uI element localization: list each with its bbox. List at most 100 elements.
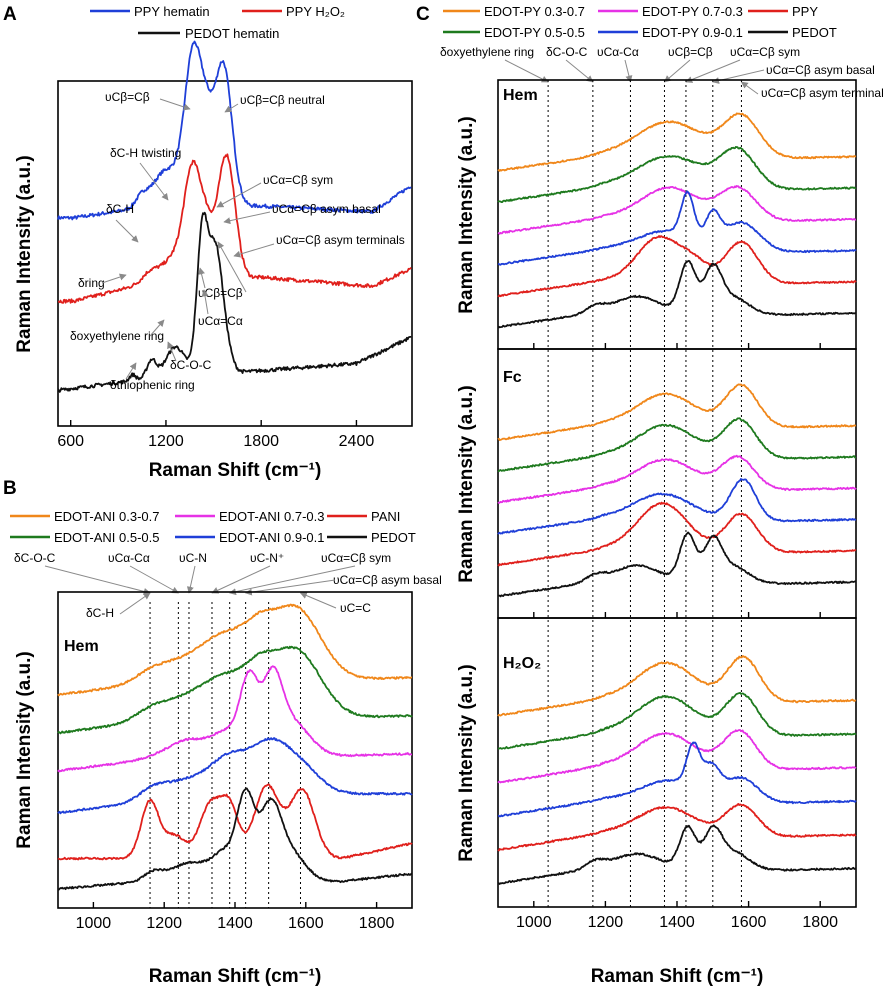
ann-arrow-b (186, 565, 196, 594)
legend-b-edot-ani-09: EDOT-ANI 0.9-0.1 (219, 530, 324, 545)
panel-b-annotations: δC-O-C υCα-Cα υC-N υC-N⁺ υCα=Cβ sym υCα=… (14, 551, 442, 620)
ann-b-cacb-asym-basal: υCα=Cβ asym basal (333, 573, 442, 587)
series-line-edot-ani-0-5-0-5 (57, 645, 413, 735)
panel-b-tick-label: 1400 (217, 915, 253, 932)
ann-b-cc: υC=C (340, 601, 371, 615)
series-line-pedot-fc (497, 531, 857, 598)
ann-a-coc: δC-O-C (170, 358, 212, 372)
ann-a-cacb-asym-terminals: υCα=Cβ asym terminals (276, 233, 405, 247)
panel-b-plot (57, 603, 413, 891)
legend-c-edot-py-05: EDOT-PY 0.5-0.5 (484, 25, 585, 40)
ann-a-cbcb: υCβ=Cβ (105, 90, 150, 104)
ann-a-cacb-sym: υCα=Cβ sym (263, 173, 333, 187)
ann-a-ch-twisting: δC-H twisting (110, 146, 181, 160)
series-line-ppy-h2o2 (497, 803, 857, 852)
panel-c-ylabel-hem: Raman Intensity (a.u.) (456, 116, 477, 313)
series-line-pani (57, 783, 413, 861)
series-line-pedot-hem (497, 259, 857, 329)
legend-ppy-h2o2: PPY H₂O₂ (286, 4, 345, 19)
series-line-ppy-hematin (57, 40, 412, 221)
legend-c-pedot: PEDOT (792, 25, 837, 40)
ann-b-caca: υCα-Cα (108, 551, 150, 565)
panel-b-sublabel: Hem (64, 638, 99, 655)
ann-c-cacb-asym-basal: υCα=Cβ asym basal (766, 63, 875, 77)
series-line-edot-py-0-7-0-3-fc (497, 454, 857, 504)
panel-c-plot (497, 112, 857, 885)
ann-arrow-b (129, 565, 179, 594)
series-line-edot-py-0-5-0-5-hem (497, 146, 857, 203)
panel-c-xticks: 1000 1200 1400 1600 1800 (516, 343, 838, 931)
series-line-edot-py-0-7-0-3-hem (497, 185, 857, 235)
panel-a-label: A (3, 4, 17, 25)
legend-b-pani: PANI (371, 509, 400, 524)
ann-a-ring: δring (78, 276, 105, 290)
ann-arrow-c (504, 59, 549, 83)
panel-b-tick-label: 1000 (76, 915, 112, 932)
ann-a-oxyethylene-ring: δoxyethylene ring (70, 329, 164, 343)
ann-arrow-b (119, 592, 151, 615)
panel-a-frame (57, 80, 413, 427)
panel-c-sublabel-fc: Fc (503, 369, 522, 386)
panel-b-tick-label: 1200 (146, 915, 182, 932)
panel-c-ylabel-h2o2: Raman Intensity (a.u.) (456, 664, 477, 861)
ann-c-coc: δC-O-C (546, 45, 588, 59)
series-line-edot-py-0-7-0-3-h2o2 (497, 729, 857, 784)
series-line-pedot (57, 787, 413, 891)
panel-a-tick-label: 600 (57, 433, 84, 450)
ann-a-cbcb-2: υCβ=Cβ (198, 286, 243, 300)
panel-c-ylabel-fc: Raman Intensity (a.u.) (456, 385, 477, 582)
panel-c-sublabel-hem: Hem (503, 87, 538, 104)
panel-a-tick-label: 2400 (339, 433, 375, 450)
panel-c-tick-label: 1800 (802, 914, 838, 931)
series-line-ppy-hem (497, 235, 857, 298)
ann-arrow-c (624, 59, 633, 83)
panel-b-xlabel: Raman Shift (cm⁻¹) (149, 966, 322, 987)
ann-b-ch: δC-H (86, 606, 114, 620)
series-line-pedot-h2o2 (497, 824, 857, 885)
panel-c-tick-label: 1600 (731, 914, 767, 931)
ann-arrow-b (244, 579, 336, 596)
panel-c-vlines (547, 80, 742, 907)
ann-b-cn: υC-N (179, 551, 207, 565)
panel-b-legend: EDOT-ANI 0.3-0.7 EDOT-ANI 0.7-0.3 PANI E… (10, 509, 416, 545)
series-line-edot-py-0-5-0-5-h2o2 (497, 691, 857, 750)
series-line-edot-ani-0-7-0-3 (57, 665, 413, 773)
panel-a-annotations: υCβ=Cβ υCβ=Cβ neutral δC-H twisting υCα=… (70, 90, 405, 392)
panel-b-tick-label: 1600 (288, 915, 324, 932)
legend-b-edot-ani-07: EDOT-ANI 0.7-0.3 (219, 509, 324, 524)
ann-c-cacb-sym: υCα=Cβ sym (730, 45, 800, 59)
panel-a-ylabel: Raman Intensity (a.u.) (14, 155, 35, 352)
legend-pedot-hematin: PEDOT hematin (185, 26, 279, 41)
ann-arrow-c (565, 59, 594, 83)
legend-c-edot-py-03: EDOT-PY 0.3-0.7 (484, 4, 585, 19)
series-line-edot-py-0-9-0-1-hem (497, 190, 857, 266)
ann-a-ch: δC-H (106, 202, 134, 216)
ann-b-cn-plus: υC-N⁺ (250, 551, 284, 565)
legend-c-edot-py-09: EDOT-PY 0.9-0.1 (642, 25, 743, 40)
panel-b-tick-label: 1800 (359, 915, 395, 932)
panel-a-xlabel: Raman Shift (cm⁻¹) (149, 460, 322, 481)
panel-a-tick-label: 1200 (148, 433, 184, 450)
legend-b-pedot: PEDOT (371, 530, 416, 545)
series-line-edot-py-0-9-0-1-h2o2 (497, 741, 857, 818)
ann-b-cacb-sym: υCα=Cβ sym (321, 551, 391, 565)
panel-c-tick-label: 1200 (588, 914, 624, 931)
panel-c-sublabel-h2o2: H₂O₂ (503, 655, 541, 672)
series-line-edot-ani-0-9-0-1 (57, 737, 413, 815)
panel-c-tick-label: 1400 (659, 914, 695, 931)
ann-a-thiophenic-ring: δthiophenic ring (110, 378, 195, 392)
panel-a-tick-label: 1800 (243, 433, 279, 450)
legend-b-edot-ani-03: EDOT-ANI 0.3-0.7 (54, 509, 159, 524)
series-line-pedot-hematin (57, 211, 412, 393)
ann-arrow-b (299, 592, 337, 609)
ann-arrow-b (229, 565, 356, 596)
ann-arrow-c (685, 59, 741, 83)
panel-c-xlabel: Raman Shift (cm⁻¹) (591, 966, 764, 987)
series-line-edot-py-0-3-0-7-h2o2 (497, 655, 857, 717)
panel-b-frame (57, 591, 413, 909)
panel-b-label: B (3, 478, 17, 499)
legend-b-edot-ani-05: EDOT-ANI 0.5-0.5 (54, 530, 159, 545)
legend-c-edot-py-07: EDOT-PY 0.7-0.3 (642, 4, 743, 19)
series-line-edot-py-0-3-0-7-hem (497, 112, 857, 172)
